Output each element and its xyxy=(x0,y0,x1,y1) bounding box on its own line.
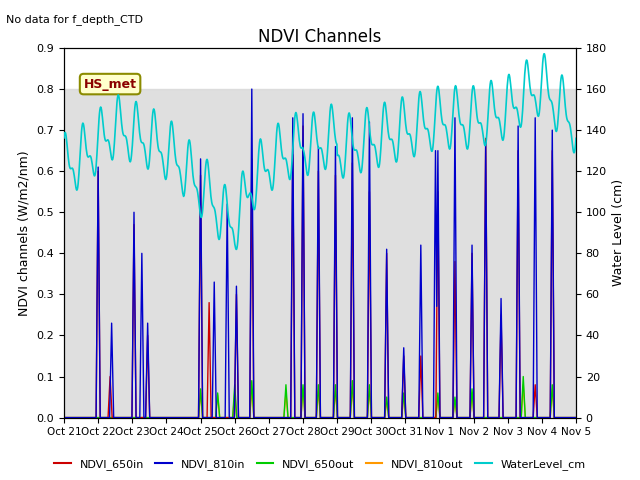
Y-axis label: NDVI channels (W/m2/nm): NDVI channels (W/m2/nm) xyxy=(18,150,31,316)
Title: NDVI Channels: NDVI Channels xyxy=(259,28,381,47)
Legend: NDVI_650in, NDVI_810in, NDVI_650out, NDVI_810out, WaterLevel_cm: NDVI_650in, NDVI_810in, NDVI_650out, NDV… xyxy=(50,455,590,474)
Text: HS_met: HS_met xyxy=(84,78,136,91)
Y-axis label: Water Level (cm): Water Level (cm) xyxy=(612,179,625,287)
Text: No data for f_depth_CTD: No data for f_depth_CTD xyxy=(6,14,143,25)
Bar xyxy=(64,89,576,418)
